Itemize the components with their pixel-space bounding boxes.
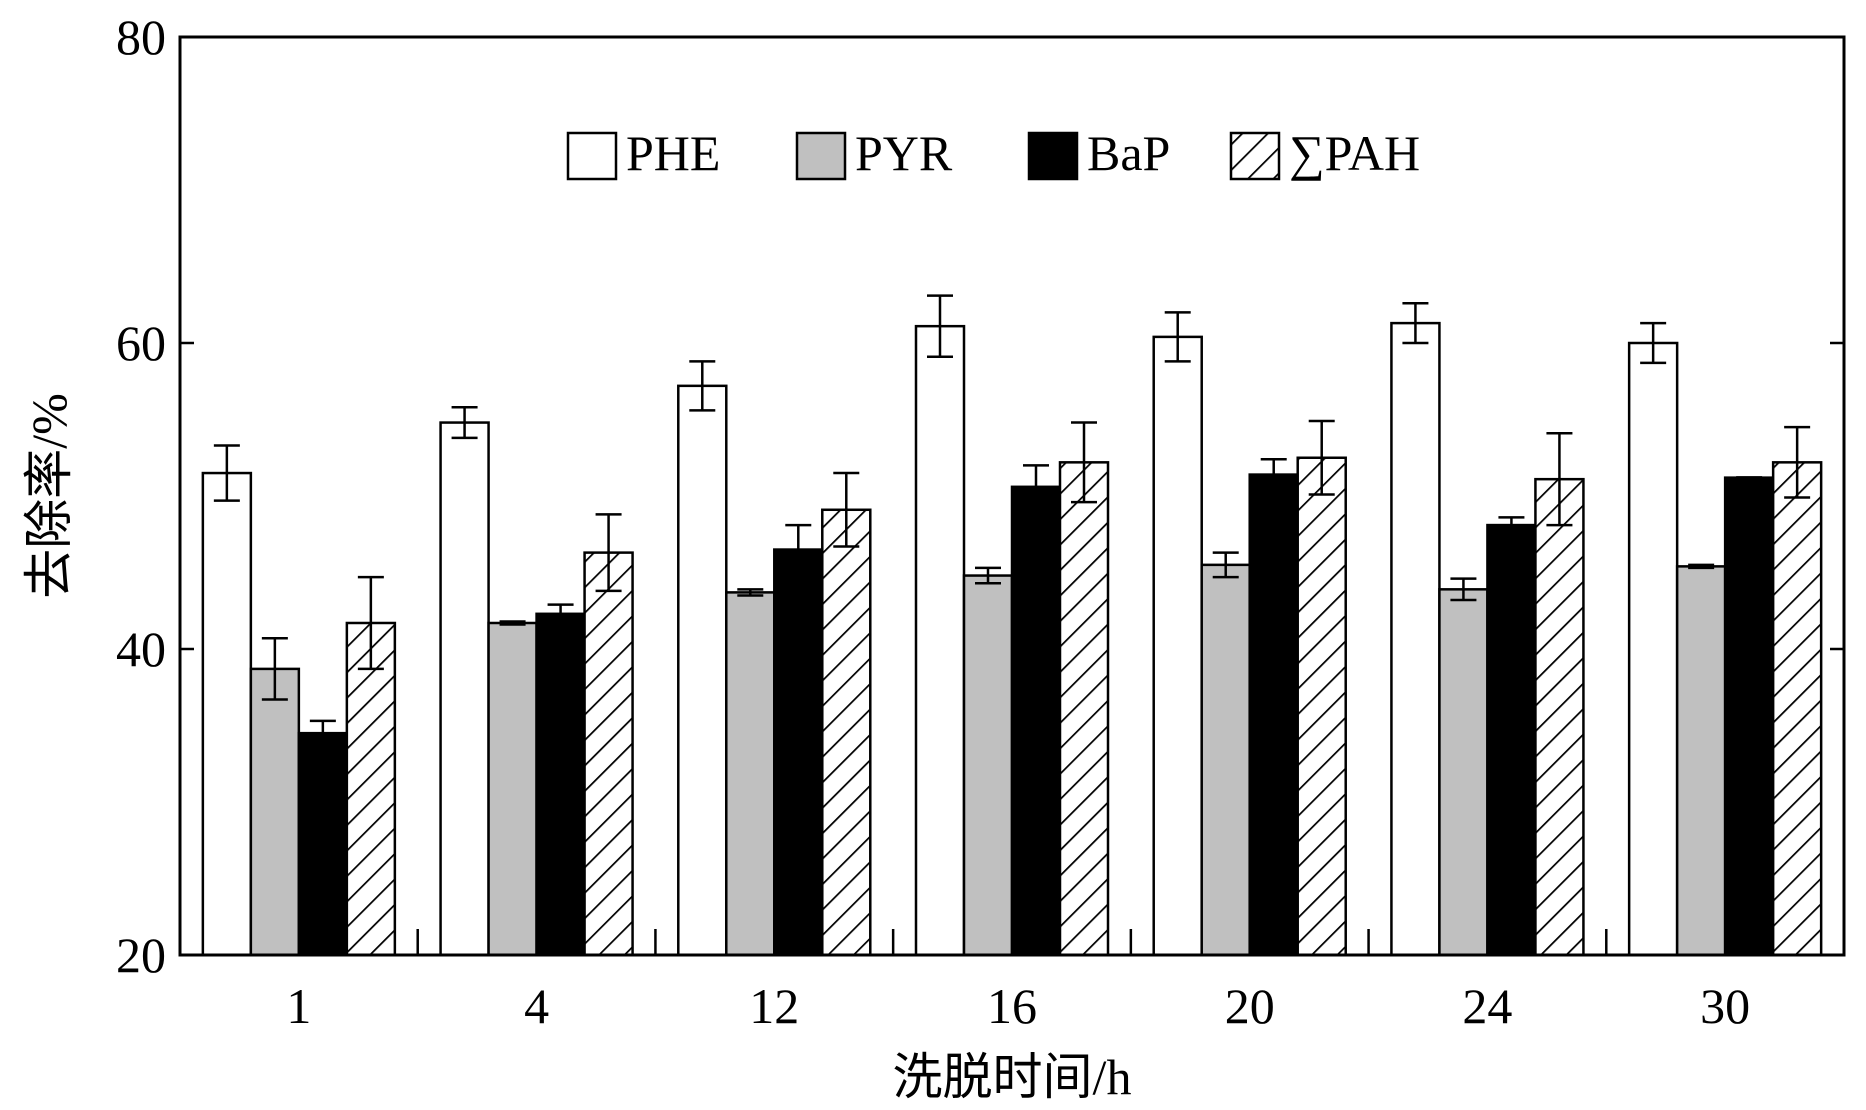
legend-label: PHE bbox=[626, 125, 720, 181]
bar-hatch-16 bbox=[1058, 461, 1110, 957]
bar-white-12 bbox=[677, 384, 728, 957]
legend-swatch-gray bbox=[795, 131, 847, 181]
bar-gray-24 bbox=[1438, 588, 1489, 957]
bar-white-1 bbox=[201, 471, 253, 957]
legend-label: PYR bbox=[855, 125, 953, 181]
y-axis: 20 40 60 80 bbox=[116, 9, 1844, 983]
bar-hatch-12 bbox=[821, 508, 872, 957]
bar-white-24 bbox=[1390, 321, 1441, 957]
bar-gray-16 bbox=[962, 574, 1014, 957]
bar-hatch-30 bbox=[1771, 461, 1823, 957]
bar-white-16 bbox=[914, 324, 966, 957]
bar-black-30 bbox=[1723, 476, 1775, 957]
bar-black-1 bbox=[297, 731, 349, 957]
bar-black-20 bbox=[1248, 473, 1299, 957]
bar-black-4 bbox=[535, 612, 586, 957]
y-tick-label: 20 bbox=[116, 927, 166, 983]
x-tick-label: 12 bbox=[749, 978, 799, 1034]
bar-white-30 bbox=[1627, 341, 1679, 957]
legend-label: BaP bbox=[1087, 125, 1170, 181]
legend: PHE PYR BaP ∑PAH bbox=[566, 125, 1420, 181]
x-tick-label: 1 bbox=[286, 978, 311, 1034]
bar-gray-4 bbox=[487, 621, 538, 957]
bar-hatch-4 bbox=[583, 551, 634, 957]
bar-white-4 bbox=[439, 421, 490, 957]
x-tick-label: 24 bbox=[1462, 978, 1512, 1034]
bar-black-12 bbox=[773, 548, 824, 957]
y-axis-label: 去除率/% bbox=[21, 393, 77, 599]
bar-gray-30 bbox=[1675, 565, 1727, 957]
y-tick-label: 60 bbox=[116, 315, 166, 371]
bar-gray-20 bbox=[1200, 563, 1251, 957]
bar-black-16 bbox=[1010, 485, 1062, 957]
bar-hatch-20 bbox=[1296, 456, 1347, 957]
y-tick-label: 80 bbox=[116, 9, 166, 65]
legend-label: ∑PAH bbox=[1289, 125, 1420, 181]
x-tick-label: 16 bbox=[987, 978, 1037, 1034]
legend-swatch-black bbox=[1027, 131, 1079, 181]
bar-white-20 bbox=[1152, 335, 1203, 957]
bar-hatch-1 bbox=[345, 621, 397, 957]
error-bars-layer bbox=[213, 294, 1811, 747]
x-tick-label: 30 bbox=[1700, 978, 1750, 1034]
x-tick-label: 4 bbox=[524, 978, 549, 1034]
y-tick-label: 40 bbox=[116, 621, 166, 677]
bar-black-24 bbox=[1486, 523, 1537, 957]
x-axis: 1 4 12 16 20 24 30 bbox=[286, 929, 1750, 1034]
x-tick-label: 20 bbox=[1225, 978, 1275, 1034]
bars-layer bbox=[201, 321, 1823, 957]
bar-gray-1 bbox=[249, 667, 301, 957]
legend-swatch-hatch bbox=[1229, 131, 1281, 181]
x-axis-label: 洗脱时间/h bbox=[893, 1049, 1132, 1105]
bar-gray-12 bbox=[725, 591, 776, 957]
plot-frame bbox=[178, 35, 1846, 957]
legend-swatch-white bbox=[566, 131, 618, 181]
bar-hatch-24 bbox=[1534, 477, 1585, 957]
